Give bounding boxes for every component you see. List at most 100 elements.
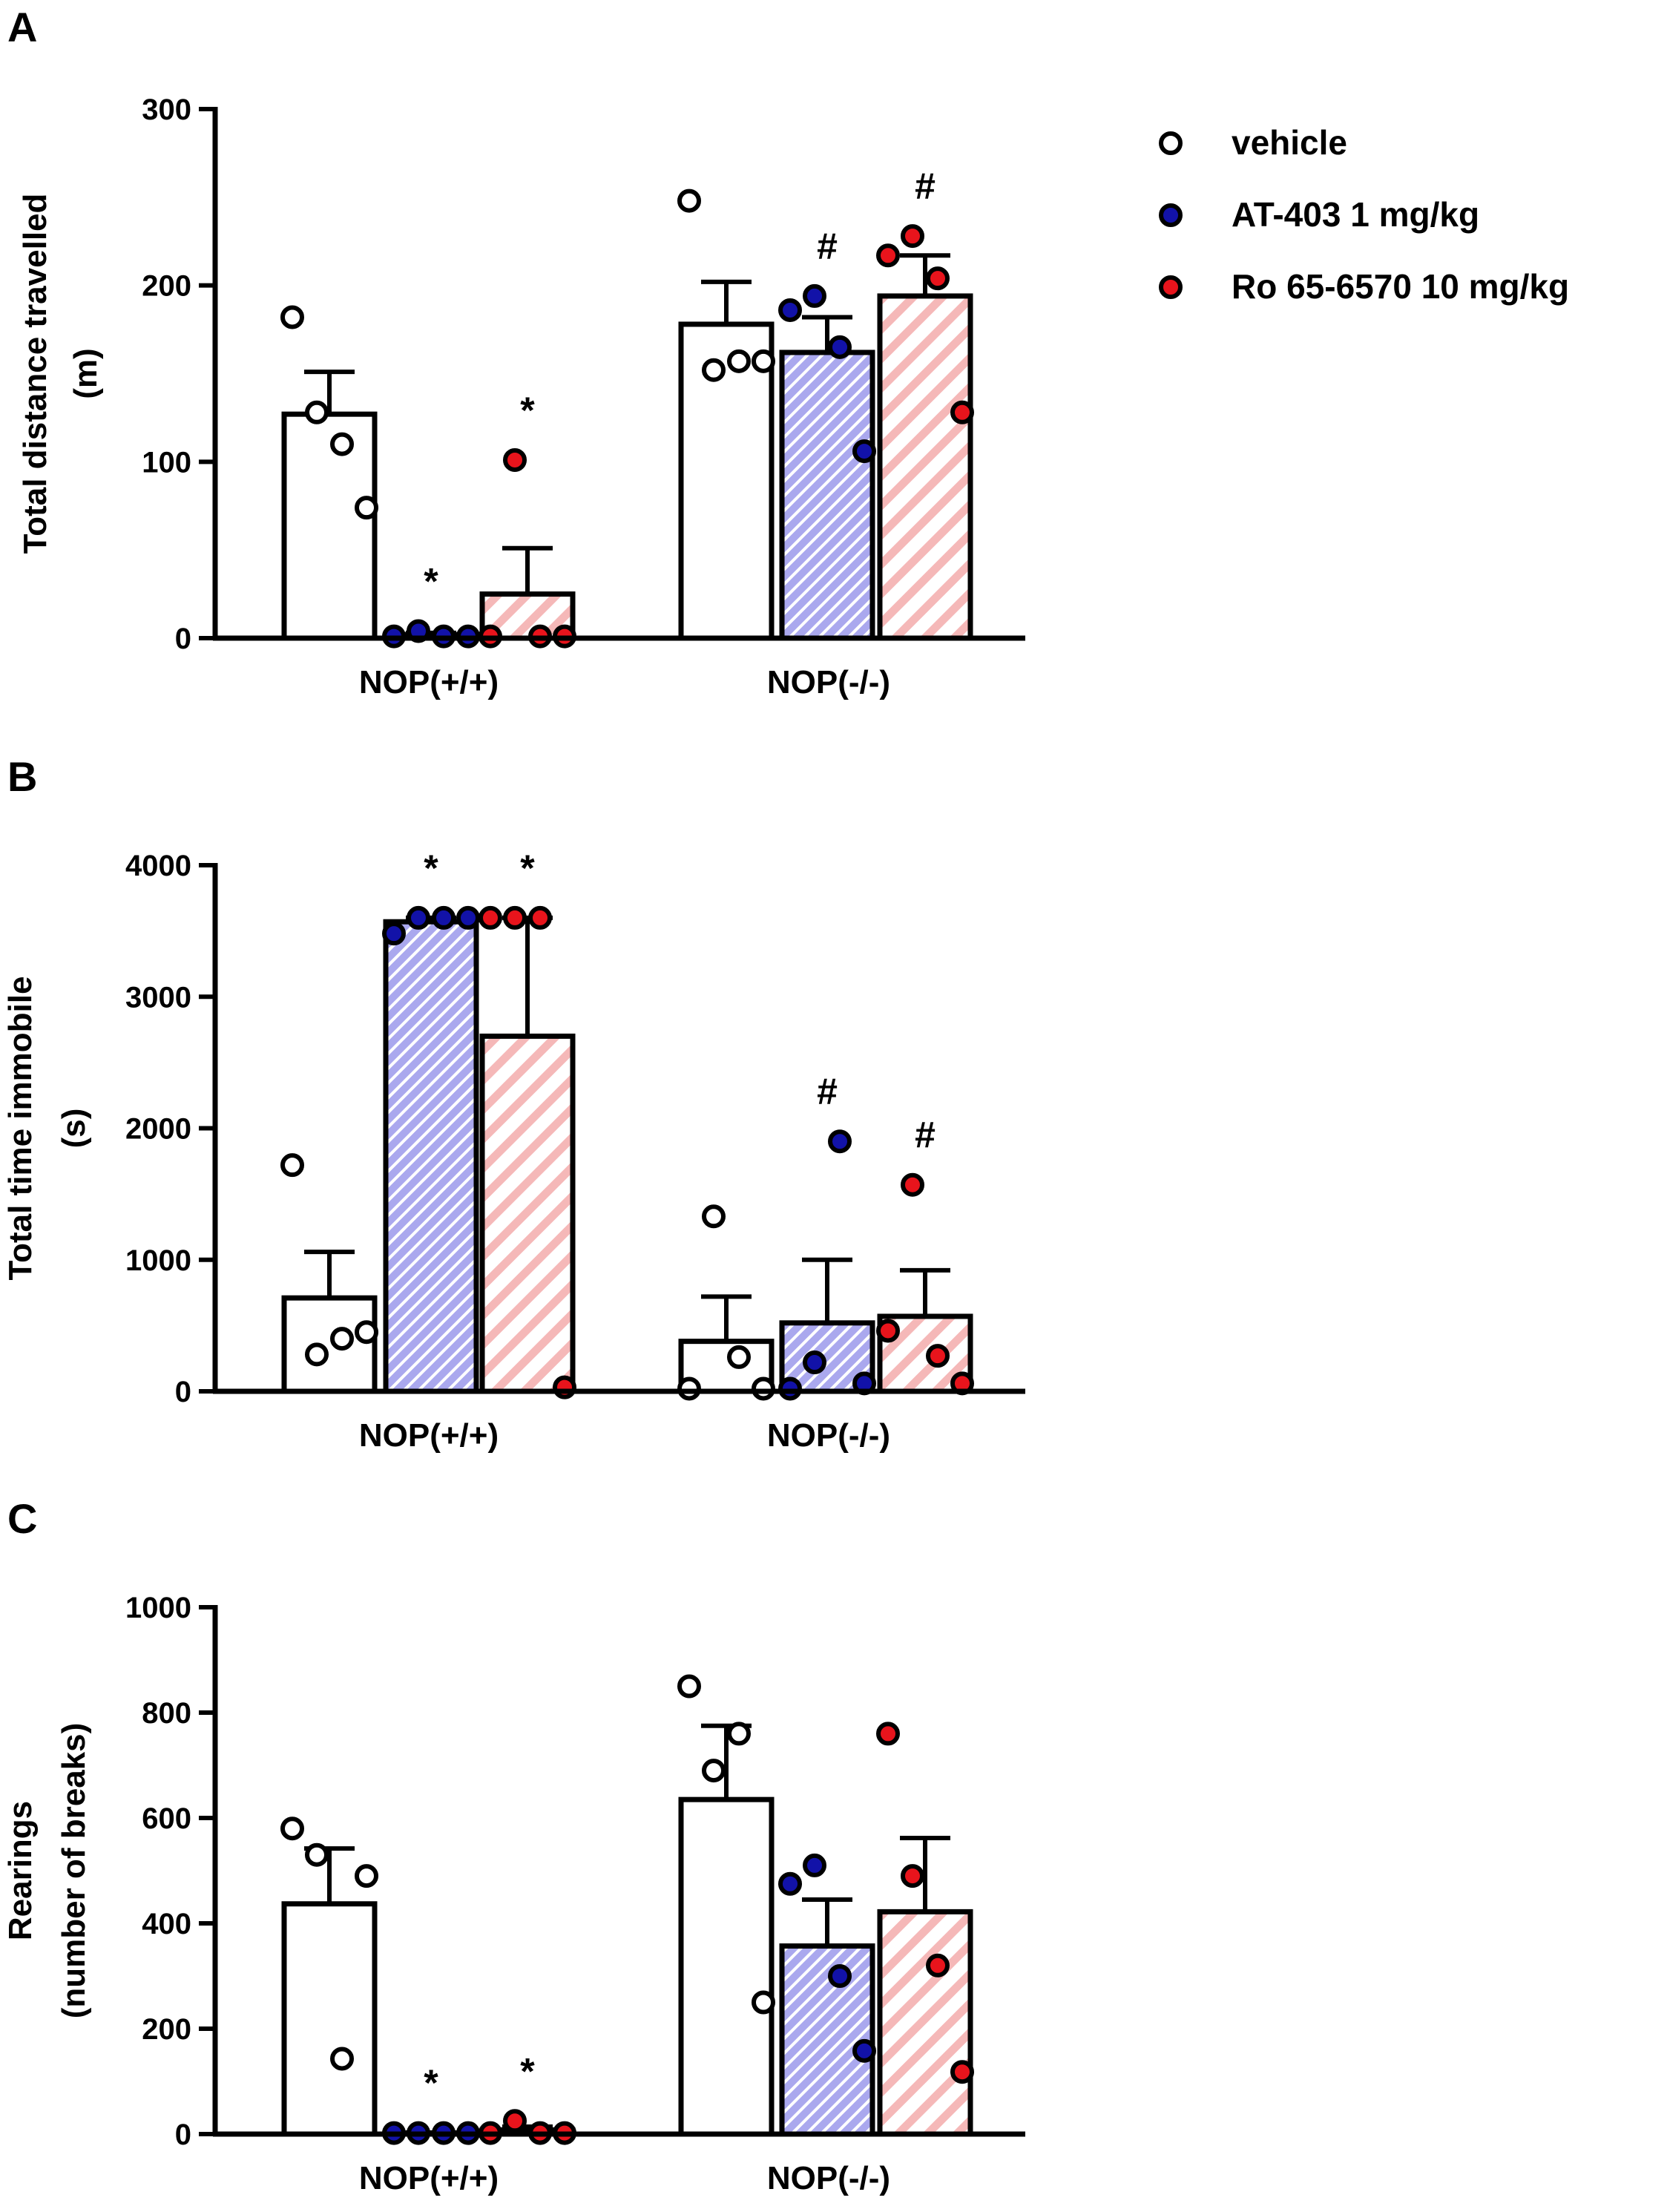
panel-b-wt-vehicle-bar [281,1295,378,1394]
panel-c-ko-vehicle-point [702,1759,726,1783]
panel-b-wt-ro656570-point [503,905,527,930]
panel-a-wt-vehicle-point [280,305,304,329]
panel-b-ko-at403-significance: # [817,1071,838,1112]
panel-b-wt-at403-bar [383,919,479,1394]
panel-b-wt-at403-point [456,905,480,930]
panel-b-wt-at403-point [432,905,456,930]
panel-a-ko-ro656570-point [926,266,950,291]
panel-b-y-axis-label-line-2: (s) [56,1109,92,1149]
legend: vehicle AT-403 1 mg/kg Ro 65-6570 10 mg/… [1159,123,1569,306]
panel-c-ko-at403-point [852,2038,876,2063]
panel-b-wt-vehicle-point [330,1327,354,1351]
panel-a-ko-vehicle-point [752,349,775,373]
panel-b-group-label-wt: NOP(+/+) [359,1417,499,1454]
legend-vehicle-label: vehicle [1232,123,1347,162]
panel-a-wt-vehicle-bar [281,411,378,641]
panel-b-wt-at403-significance: * [424,847,438,889]
panel-b-y-tick-label: 0 [175,1376,191,1408]
panel-c-wt-vehicle-bar [281,1901,378,2137]
panel-b-y-tick-label: 4000 [125,850,191,882]
panel-a-ko-at403-point [828,335,852,359]
panel-a-wt-vehicle-point [305,400,329,424]
panel-b-ko-vehicle-point [702,1204,726,1229]
panel-c-ko-ro656570-point [901,1864,924,1888]
panel-b-chart: Total time immobile (s) 0 1000 2000 3000 4000 *… [2,847,1025,1454]
panel-a-ko-at403-point [852,439,876,464]
panel-b-group-label-ko: NOP(-/-) [767,1417,890,1454]
panel-b-ko-ro656570-point [876,1319,900,1343]
legend-ro656570-marker [1159,275,1183,299]
panel-a-wt-ro656570-point [503,447,527,472]
panel-b-ko-ro656570-significance: # [915,1115,936,1156]
panel-a-ko-vehicle-bar [678,321,775,641]
panel-c-y-axis-label-line-2: (number of breaks) [56,1723,92,2019]
panel-a-ko-ro656570-point [950,400,974,424]
panel-b-wt-ro656570-bar [479,1033,576,1394]
panel-a-y-axis-label-line-2: (m) [68,348,104,398]
panel-c-y-tick-label: 600 [142,1802,191,1835]
panel-c-ko-at403-point [803,1853,826,1877]
panel-c-ko-vehicle-bar [678,1796,775,2137]
panel-c-group-label-ko: NOP(-/-) [767,2160,890,2196]
panel-c-y-axis-label-line-1: Rearings [2,1801,39,1940]
panel-c-ko-at403-bar [779,1943,875,2137]
panel-a-ko-at403-significance: # [817,226,838,267]
panel-b-ko-at403-point [828,1129,852,1154]
panel-c-ko-at403-point [828,1964,852,1988]
panel-c-ko-ro656570-point [926,1953,950,1978]
panel-b-wt-ro656570-point [528,905,552,930]
panel-c-wt-ro656570-point [503,2109,527,2133]
panel-a-ko-vehicle-point [677,188,701,213]
panel-c-ko-ro656570-point [950,2060,974,2084]
panel-a-y-tick-label: 0 [175,623,191,655]
panel-a-group-label-ko: NOP(-/-) [767,664,890,700]
panel-a-y-tick-label: 300 [142,93,191,126]
panel-c-y-tick-label: 1000 [125,1592,191,1624]
panel-label-a: A [7,4,37,50]
panel-c-y-tick-label: 200 [142,2013,191,2046]
panel-c-y-tick-label: 800 [142,1697,191,1730]
panel-a-ko-at403-point [803,283,826,308]
panel-b-wt-vehicle-point [355,1320,378,1345]
panel-c-y-tick-label: 0 [175,2119,191,2151]
panel-c-wt-at403-significance: * [424,2062,438,2104]
panel-a-ko-ro656570-significance: # [915,165,936,207]
panel-a-ko-vehicle-point [702,358,726,382]
panel-b-wt-ro656570-point [553,1375,576,1399]
panel-a-wt-vehicle-point [330,432,354,456]
panel-c-wt-vehicle-point [305,1842,329,1867]
panel-b-y-axis-label-line-1: Total time immobile [2,977,39,1281]
legend-at403-marker [1159,203,1183,227]
panel-b-ko-ro656570-point [926,1344,950,1368]
panel-a-wt-vehicle-point [355,496,378,520]
panel-c-ko-vehicle-point [677,1674,701,1699]
panel-b-wt-ro656570-point [479,905,502,930]
panel-b-ko-vehicle-point [752,1376,775,1401]
panel-c-ko-at403-point [778,1871,802,1896]
panel-b-wt-vehicle-point [280,1153,304,1178]
panel-label-b: B [7,753,37,800]
panel-b-y-tick-label: 3000 [125,981,191,1014]
panel-c-wt-vehicle-point [355,1864,378,1888]
panel-a-chart: Total distance travelled (m) 0 100 200 300 * * #… [17,93,1025,700]
panel-b-wt-ro656570-significance: * [520,847,535,889]
panel-a-ko-vehicle-point [727,349,751,373]
panel-c-chart: Rearings (number of breaks) 0 200 400 600 800 1… [2,1592,1025,2196]
panel-c-wt-ro656570-significance: * [520,2050,535,2092]
panel-b-wt-at403-point [382,922,406,946]
panel-c-group-label-wt: NOP(+/+) [359,2160,499,2196]
panel-b-wt-at403-point [407,905,430,930]
panel-label-c: C [7,1495,37,1542]
panel-b-ko-at403-point [778,1376,802,1401]
panel-c-ko-vehicle-point [727,1722,751,1746]
panel-a-group-label-wt: NOP(+/+) [359,664,499,700]
panel-a-y-tick-label: 200 [142,270,191,303]
panel-a-ko-ro656570-bar [877,293,973,641]
panel-a-ko-at403-point [778,298,802,322]
panel-c-wt-vehicle-point [280,1816,304,1841]
panel-b-ko-ro656570-point [901,1172,924,1197]
legend-vehicle-marker [1159,131,1183,155]
panel-a-wt-ro656570-significance: * [520,390,535,431]
panel-c-ko-ro656570-point [876,1722,900,1746]
